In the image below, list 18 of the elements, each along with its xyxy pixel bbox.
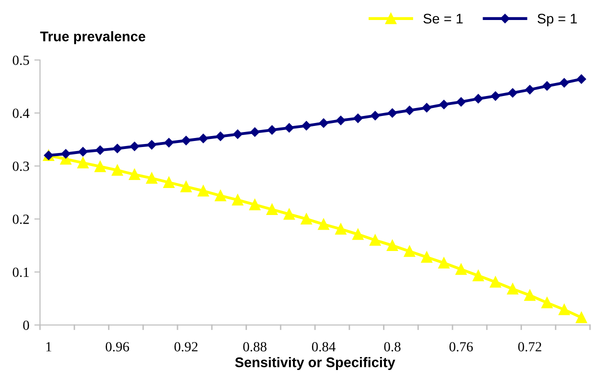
y-tick-label: 0.2 <box>12 214 29 224</box>
x-axis-title: Sensitivity or Specificity <box>235 357 396 370</box>
y-tick-label: 0.5 <box>12 56 30 66</box>
x-tick-label: 0.76 <box>449 342 473 352</box>
x-tick-label: 0.96 <box>106 342 130 352</box>
x-tick-label: 0.8 <box>384 342 400 352</box>
x-tick-label: 0.84 <box>312 342 336 352</box>
y-tick-label: 0.1 <box>12 268 29 278</box>
y-tick-label: 0.4 <box>12 108 30 118</box>
legend-label: Se = 1 <box>423 14 463 24</box>
x-tick-label: 0.88 <box>243 342 266 352</box>
x-tick-label: 0.72 <box>518 342 542 352</box>
legend-label: Sp = 1 <box>538 14 577 26</box>
x-tick-label: 0.92 <box>174 342 198 352</box>
x-tick-label: 1 <box>46 342 52 352</box>
y-tick-label: 0.3 <box>12 162 30 172</box>
y-tick-label: 0 <box>23 320 30 330</box>
y-axis-title: True prevalence <box>40 31 146 44</box>
